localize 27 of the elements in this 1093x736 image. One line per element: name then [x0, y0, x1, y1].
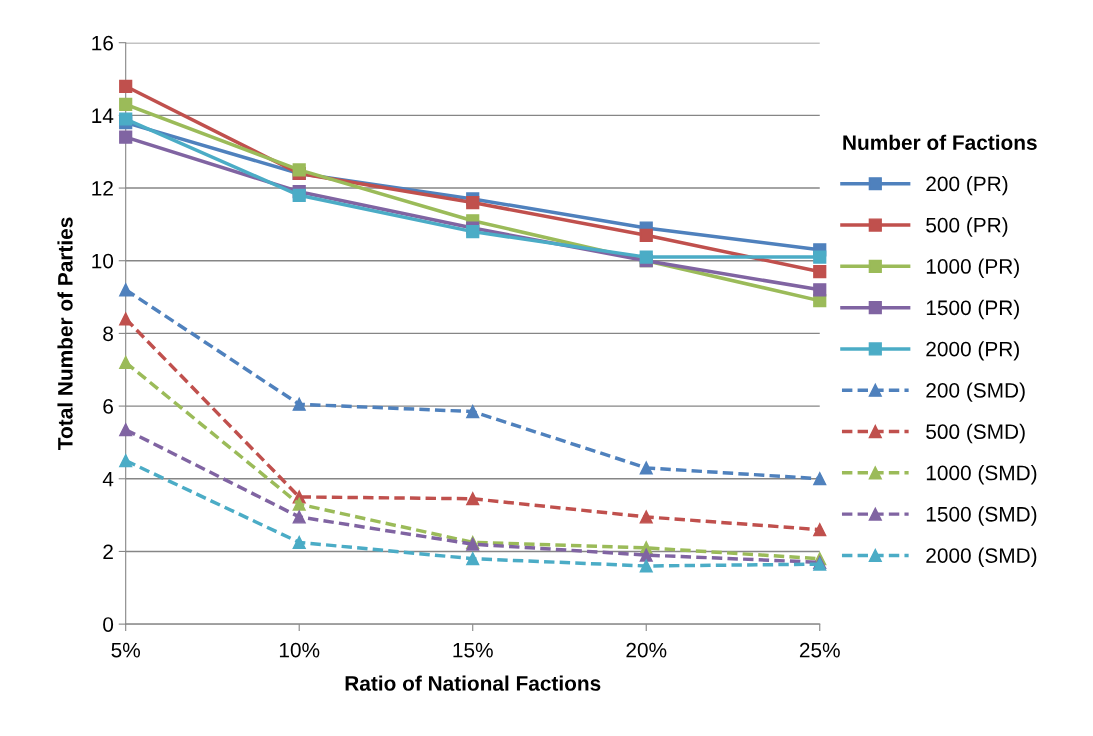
- legend-label: 1500 (PR): [926, 299, 1019, 320]
- x-tick-label: 15%: [453, 642, 493, 658]
- y-tick-label: 6: [103, 399, 113, 414]
- legend-label: 200 (SMD): [926, 382, 1025, 402]
- y-tick-label: 0: [103, 617, 114, 632]
- y-axis-title: Total Number of Parties: [57, 217, 73, 450]
- x-tick-label: 10%: [279, 642, 320, 658]
- x-tick-label: 5%: [111, 642, 141, 658]
- y-tick-label: 16: [92, 35, 113, 51]
- legend-label: 500 (PR): [926, 217, 1008, 237]
- legend-title: Number of Factions: [843, 134, 1037, 150]
- legend-label: 2000 (SMD): [926, 547, 1037, 568]
- y-tick-label: 2: [103, 544, 113, 559]
- legend-label: 1000 (SMD): [926, 465, 1037, 485]
- x-tick-label: 25%: [799, 642, 840, 658]
- x-tick-label: 20%: [626, 642, 667, 658]
- legend-label: 1000 (PR): [926, 258, 1019, 278]
- y-tick-label: 12: [92, 181, 113, 196]
- legend-label: 500 (SMD): [926, 423, 1025, 444]
- y-tick-label: 4: [102, 471, 114, 487]
- y-tick-label: 10: [92, 253, 114, 269]
- legend-label: 200 (PR): [926, 175, 1008, 196]
- legend-label: 1500 (SMD): [926, 506, 1037, 526]
- y-tick-label: 14: [92, 108, 114, 123]
- legend-label: 2000 (PR): [926, 341, 1019, 361]
- x-axis-title: Ratio of National Factions: [345, 675, 601, 691]
- y-tick-label: 8: [103, 326, 113, 342]
